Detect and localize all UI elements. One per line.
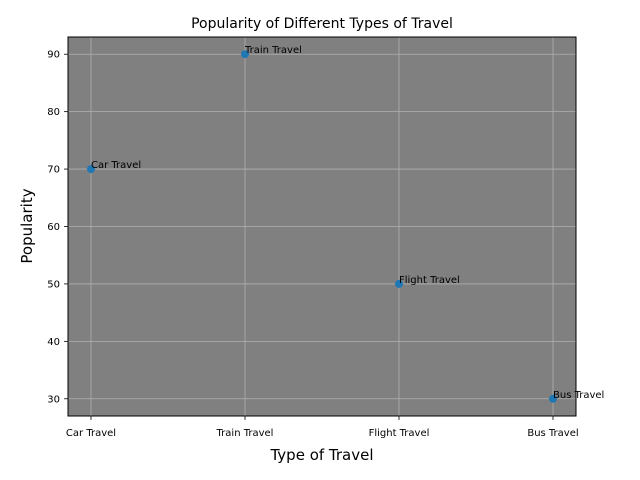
- x-tick-label: Car Travel: [66, 428, 116, 439]
- y-tick-label: 80: [47, 107, 60, 118]
- x-axis-label: Type of Travel: [269, 446, 373, 464]
- y-tick-label: 90: [47, 50, 60, 61]
- data-point-labels: Car Travel Train Travel Flight Travel Bus T…: [91, 45, 604, 401]
- y-tick-label: 30: [47, 394, 60, 405]
- scatter-point: [87, 165, 95, 174]
- x-axis-ticks: Car Travel Train Travel Flight Travel Bus T…: [66, 416, 579, 439]
- point-label: Bus Travel: [553, 390, 604, 401]
- scatter-point: [395, 279, 403, 288]
- x-tick-label: Bus Travel: [527, 428, 578, 439]
- point-label: Flight Travel: [399, 275, 460, 286]
- x-tick-label: Flight Travel: [369, 428, 430, 439]
- scatter-point: [241, 50, 249, 59]
- y-axis-ticks: 30 40 50 60 70 80 90: [47, 50, 68, 405]
- point-label: Car Travel: [91, 160, 141, 171]
- y-axis-label: Popularity: [18, 188, 36, 263]
- x-tick-label: Train Travel: [216, 428, 274, 439]
- chart-title: Popularity of Different Types of Travel: [191, 16, 453, 32]
- y-tick-label: 50: [47, 279, 60, 290]
- scatter-point: [549, 394, 557, 403]
- data-points: [87, 50, 557, 403]
- point-label: Train Travel: [244, 45, 302, 56]
- grid-lines: [68, 37, 576, 416]
- y-tick-label: 60: [47, 222, 60, 233]
- y-tick-label: 70: [47, 165, 60, 176]
- y-tick-label: 40: [47, 337, 60, 348]
